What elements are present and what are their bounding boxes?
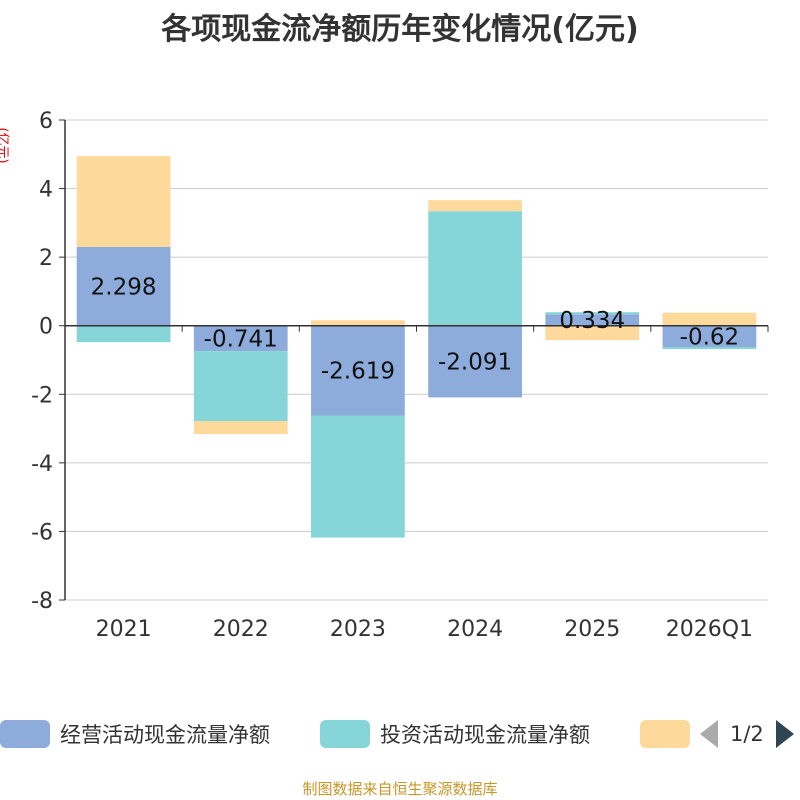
bar-2025-series-2 [545,325,640,341]
bar-2025-series-0 [545,314,640,326]
pager-next-icon[interactable] [775,720,794,748]
y-tick-label: -8 [31,589,53,614]
legend-swatch-operating [0,720,50,748]
legend-item-financing[interactable] [640,716,700,752]
data-label: -2.091 [438,350,512,376]
y-tick-label: -2 [31,383,53,408]
data-label: -0.741 [204,326,278,352]
bar-2025-series-1 [545,312,640,315]
data-label: -0.62 [680,324,740,350]
bar-2023-series-0 [311,325,405,416]
data-label: 0.334 [559,308,625,334]
y-tick-label: -4 [31,452,53,477]
data-label: 2.298 [91,274,157,300]
bar-2021-series-2 [76,156,171,247]
legend-swatch-financing [640,720,690,748]
bar-2024-series-1 [428,211,522,326]
chart-area: 6 4 2 0 -2 -4 -6 -8 2021 2022 2023 2024 2025 2026Q1 2.… [31,109,769,642]
bar-2024-series-0 [428,325,522,398]
data-source-footer: 制图数据来自恒生聚源数据库 [302,780,498,798]
y-tick-label: 2 [39,246,53,271]
y-tick-label: 4 [39,178,53,203]
x-tick-label: 2022 [213,617,269,642]
x-tick-label: 2026Q1 [666,617,753,642]
y-tick-label: 6 [39,109,53,134]
bar-2022-series-1 [193,351,288,422]
pager-prev-icon[interactable] [700,720,718,748]
bar-2021-series-0 [76,246,171,326]
legend-label-investing: 投资活动现金流量净额 [380,723,590,747]
data-label: -2.619 [321,359,395,385]
bar-2021-series-1 [76,325,171,343]
bar-2026Q1-series-0 [662,325,757,347]
legend-pager: 1/2 [700,716,794,752]
legend-item-operating[interactable]: 经营活动现金流量净额 [0,716,270,752]
bar-2022-series-0 [193,325,288,352]
bar-2026Q1-series-2 [662,312,757,326]
chart-title: 各项现金流净额历年变化情况(亿元) [161,12,639,47]
legend-swatch-investing [320,720,370,748]
bar-2022-series-2 [193,421,288,435]
x-tick-label: 2025 [564,617,620,642]
y-tick-label: -6 [31,520,53,545]
x-tick-label: 2024 [447,617,503,642]
bar-2023-series-2 [311,320,405,326]
legend-label-operating: 经营活动现金流量净额 [60,723,270,747]
legend: 经营活动现金流量净额 投资活动现金流量净额 [0,716,800,752]
x-tick-label: 2023 [330,617,386,642]
x-tick-label: 2021 [96,617,152,642]
bar-2024-series-2 [428,200,522,212]
bar-2023-series-1 [311,415,405,538]
bar-2026Q1-series-1 [662,346,757,350]
pager-page-text: 1/2 [730,722,764,746]
legend-item-investing[interactable]: 投资活动现金流量净额 [320,716,590,752]
y-tick-label: 0 [39,315,53,340]
